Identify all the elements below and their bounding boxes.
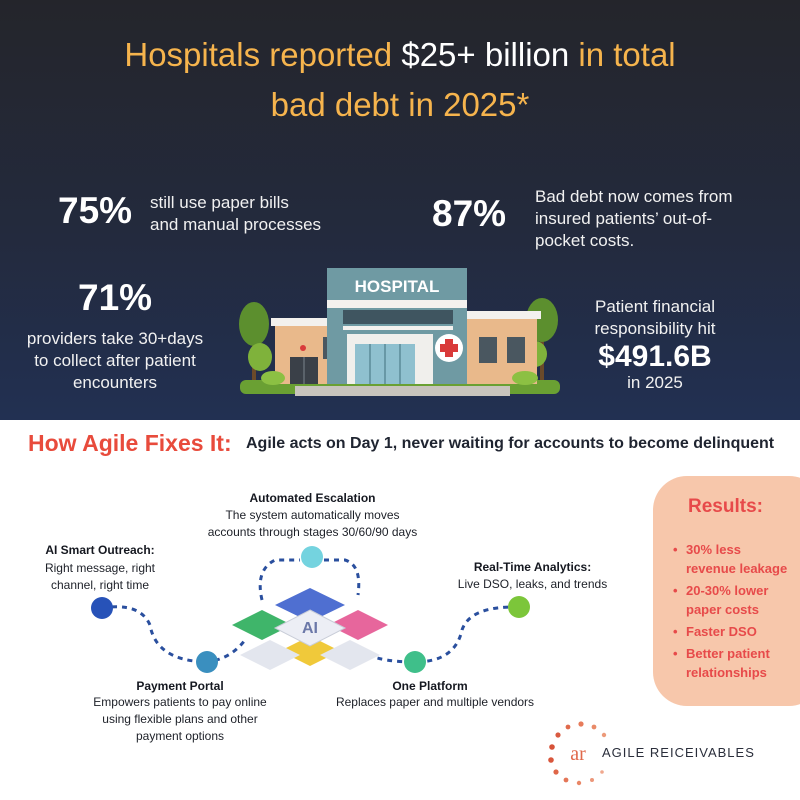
stat-71-line-1: providers take 30+days [26, 329, 204, 348]
stat-87-line-1: Bad debt now comes from [535, 187, 733, 206]
hero-panel: Hospitals reported $25+ billion in total… [0, 0, 800, 420]
logo-dot-ring-icon [548, 721, 607, 786]
feature-analytics-text: Live DSO, leaks, and trends [457, 577, 608, 591]
stat-75-value: 75% [58, 190, 133, 231]
stat-87-value: 87% [432, 193, 507, 234]
result-item: 20-30% lower paper costs [673, 581, 798, 619]
feature-outreach-title: AI Smart Outreach: [45, 543, 155, 557]
feature-portal-line-3: payment options [135, 729, 225, 743]
agile-receivables-logo: ar [548, 721, 607, 786]
path-platform-analytics [367, 605, 519, 664]
stat-87-line-2: insured patients’ out-of- [535, 209, 713, 228]
result-1-line-1: 30% less [686, 542, 741, 557]
path-center-escalation-left [258, 558, 300, 601]
dot-analytics [508, 596, 530, 618]
feature-escalation-title: Automated Escalation [249, 491, 376, 505]
feature-platform-text: Replaces paper and multiple vendors [335, 695, 535, 709]
stat-71-text: providers take 30+days to collect after … [10, 328, 220, 394]
feature-outreach-line-2: channel, right time [50, 578, 150, 592]
result-item: 30% less revenue leakage [673, 540, 798, 578]
pfr-line-2: responsibility hit [594, 319, 716, 338]
headline-amount: $25+ billion [401, 36, 570, 73]
fix-title: How Agile Fixes It: [28, 430, 232, 456]
stat-71-value: 71% [78, 277, 153, 318]
stat-75-line-2: and manual processes [150, 215, 322, 234]
results-title: Results: [688, 496, 763, 517]
dot-outreach [91, 597, 113, 619]
ai-label: AI [302, 620, 318, 637]
stat-71-line-2: to collect after patient [34, 351, 196, 370]
pfr-line-3: in 2025 [627, 373, 683, 392]
result-item: Faster DSO [673, 622, 798, 641]
results-list: 30% less revenue leakage 20-30% lower pape… [673, 540, 798, 685]
hospital-illustration: HOSPITAL [239, 268, 560, 396]
fix-subtitle: Agile acts on Day 1, never waiting for a… [246, 435, 775, 452]
feature-platform-title: One Platform [392, 679, 468, 693]
dot-escalation [301, 546, 323, 568]
dot-platform [404, 651, 426, 673]
result-4-line-1: Better patient [686, 646, 770, 661]
result-3-line-1: Faster DSO [686, 624, 757, 639]
path-escalation-right [324, 558, 361, 596]
result-2-line-1: 20-30% lower [686, 583, 769, 598]
feature-portal-line-1: Empowers patients to pay online [93, 695, 267, 709]
headline-part-1: Hospitals reported [124, 36, 402, 73]
feature-outreach-text: Right message, right channel, right time [30, 560, 170, 594]
logo-name: AGILE REICEIVABLES [602, 745, 755, 760]
headline-line-2: bad debt in 2025* [270, 86, 530, 123]
stat-75-text: still use paper bills and manual process… [150, 192, 321, 236]
dot-portal [196, 651, 218, 673]
workflow-diagram: AI [91, 546, 530, 673]
tree-left-icon [239, 302, 272, 382]
stat-87-text: Bad debt now comes from insured patients… [535, 186, 732, 252]
path-outreach-portal [101, 605, 206, 664]
result-item: Better patient relationships [673, 644, 798, 682]
feature-portal-title: Payment Portal [136, 679, 224, 693]
hospital-sign: HOSPITAL [355, 277, 440, 296]
logo-mark: ar [570, 743, 586, 765]
headline-line-1: Hospitals reported $25+ billion in total [0, 30, 800, 80]
ai-platform-icon: AI [232, 588, 388, 670]
stat-71-line-3: encounters [72, 373, 158, 392]
stat-75-line-1: still use paper bills [150, 193, 289, 212]
feature-outreach-line-1: Right message, right [44, 561, 156, 575]
result-2-line-2: paper costs [686, 602, 759, 617]
feature-portal-text: Empowers patients to pay online using fl… [70, 694, 290, 745]
feature-escalation-line-1: The system automatically moves [225, 508, 400, 522]
pfr-line-1: Patient financial [594, 297, 716, 316]
stat-87-line-3: pocket costs. [535, 231, 635, 250]
result-1-line-2: revenue leakage [686, 561, 788, 576]
result-4-line-2: relationships [686, 665, 767, 680]
feature-escalation-text: The system automatically moves accounts … [190, 507, 435, 541]
pfr-value: $491.6B [598, 340, 712, 373]
feature-analytics-title: Real-Time Analytics: [473, 560, 592, 574]
feature-escalation-line-2: accounts through stages 30/60/90 days [207, 525, 418, 539]
headline-part-3: in total [569, 36, 676, 73]
feature-portal-line-2: using flexible plans and other [102, 712, 258, 726]
headline: Hospitals reported $25+ billion in total… [0, 30, 800, 130]
pfr-text: Patient financial responsibility hit [570, 296, 740, 340]
